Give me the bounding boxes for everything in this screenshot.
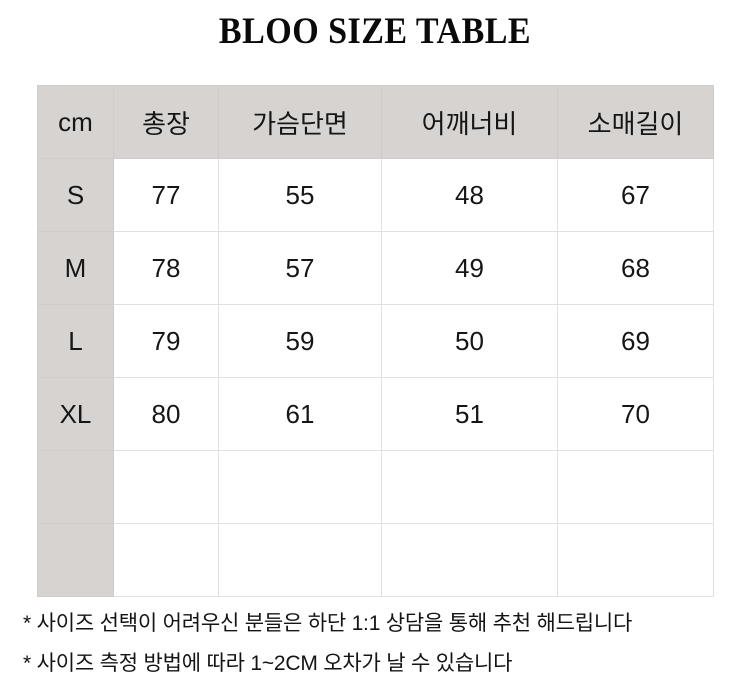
cell-total-length (113, 450, 219, 524)
column-header-sleeve-length: 소매길이 (557, 85, 714, 159)
row-header-size: L (37, 304, 114, 378)
cell-sleeve-length: 68 (557, 231, 714, 305)
cell-sleeve-length: 70 (557, 377, 714, 451)
column-header-total-length: 총장 (113, 85, 219, 159)
cell-chest-width: 55 (218, 158, 382, 232)
table-row: M 78 57 49 68 (37, 231, 714, 305)
cell-total-length: 79 (113, 304, 219, 378)
page-title: BLOO SIZE TABLE (218, 11, 532, 52)
cell-shoulder-width: 50 (381, 304, 558, 378)
size-table: cm 총장 가슴단면 어깨너비 소매길이 S 77 55 48 67 M 78 … (37, 85, 714, 597)
cell-sleeve-length (557, 523, 714, 597)
note-measurement-tolerance: * 사이즈 측정 방법에 따라 1~2CM 오차가 날 수 있습니다 (23, 652, 513, 675)
column-header-shoulder-width: 어깨너비 (381, 85, 558, 159)
table-row: L 79 59 50 69 (37, 304, 714, 378)
cell-chest-width: 61 (218, 377, 382, 451)
cell-total-length (113, 523, 219, 597)
table-row-empty (37, 523, 714, 597)
cell-sleeve-length: 67 (557, 158, 714, 232)
cell-sleeve-length (557, 450, 714, 524)
cell-sleeve-length: 69 (557, 304, 714, 378)
row-header-size: M (37, 231, 114, 305)
footer-notes: * 사이즈 선택이 어려우신 분들은 하단 1:1 상담을 통해 추천 해드립니… (23, 604, 733, 684)
cell-total-length: 80 (113, 377, 219, 451)
table-row: S 77 55 48 67 (37, 158, 714, 232)
table-body: S 77 55 48 67 M 78 57 49 68 L 79 59 50 6… (37, 158, 714, 597)
cell-total-length: 78 (113, 231, 219, 305)
column-header-chest-width: 가슴단면 (218, 85, 382, 159)
cell-shoulder-width: 48 (381, 158, 558, 232)
row-header-size (37, 523, 114, 597)
cell-shoulder-width (381, 523, 558, 597)
table-row-empty (37, 450, 714, 524)
cell-chest-width: 57 (218, 231, 382, 305)
row-header-size (37, 450, 114, 524)
column-header-unit: cm (37, 85, 114, 159)
table-header: cm 총장 가슴단면 어깨너비 소매길이 (37, 85, 714, 159)
row-header-size: XL (37, 377, 114, 451)
cell-shoulder-width (381, 450, 558, 524)
row-header-size: S (37, 158, 114, 232)
cell-chest-width: 59 (218, 304, 382, 378)
table-row: XL 80 61 51 70 (37, 377, 714, 451)
table-header-row: cm 총장 가슴단면 어깨너비 소매길이 (37, 85, 714, 159)
cell-chest-width (218, 450, 382, 524)
cell-total-length: 77 (113, 158, 219, 232)
note-size-consultation: * 사이즈 선택이 어려우신 분들은 하단 1:1 상담을 통해 추천 해드립니… (23, 612, 633, 635)
cell-shoulder-width: 51 (381, 377, 558, 451)
cell-shoulder-width: 49 (381, 231, 558, 305)
cell-chest-width (218, 523, 382, 597)
